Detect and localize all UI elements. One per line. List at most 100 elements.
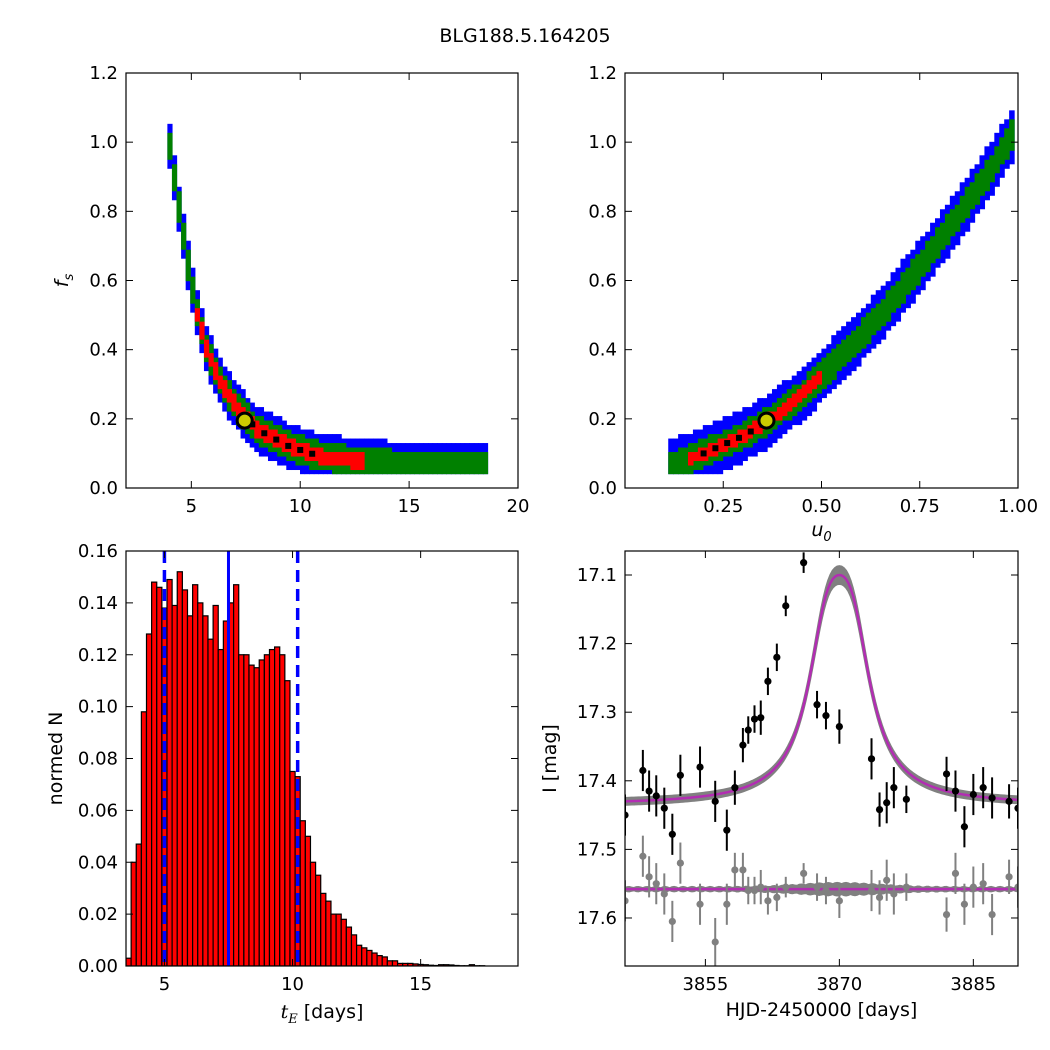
contour-cell	[304, 443, 310, 462]
contour-cell	[446, 452, 452, 475]
histogram-bar	[207, 638, 214, 966]
contour-cell	[707, 443, 714, 457]
x-tick-label: 1.00	[998, 496, 1038, 517]
histogram-bar	[376, 955, 383, 966]
y-tick-label: 17.5	[577, 839, 617, 860]
contour-outer	[668, 110, 1015, 475]
histogram-bar	[304, 835, 312, 966]
contour-cell	[368, 447, 374, 475]
density-core-cell	[261, 430, 268, 437]
axes-frame	[125, 72, 519, 489]
photometry-point	[711, 797, 719, 805]
residuals-point	[1014, 883, 1018, 891]
contour-cell	[414, 452, 420, 475]
contour-cell	[350, 452, 356, 471]
x-tick-label: 3885	[950, 974, 996, 995]
histogram-bar	[325, 900, 332, 966]
histogram-bar	[258, 659, 265, 966]
residuals-point	[639, 852, 647, 860]
photometry-point	[875, 806, 884, 814]
contour-cell	[441, 452, 447, 475]
contour-cell	[944, 213, 951, 246]
residuals-point	[883, 876, 891, 884]
y-tick-label: 0.00	[78, 956, 118, 977]
residuals-point	[764, 897, 772, 905]
residuals-point	[668, 917, 676, 926]
contour-cell	[359, 452, 365, 471]
histogram-bar	[279, 654, 286, 966]
contour-cell	[954, 204, 961, 232]
contour-cell	[821, 357, 827, 390]
contour-cell	[678, 447, 684, 475]
contour-cell	[910, 258, 916, 291]
residuals-point	[969, 883, 977, 891]
contour-cell	[332, 452, 338, 466]
histogram-bar	[263, 654, 271, 966]
photometry-point	[883, 799, 891, 807]
contour-cell	[801, 384, 808, 399]
contour-cell	[386, 447, 393, 475]
photometry-point	[813, 701, 821, 709]
contour-mid	[167, 132, 489, 475]
fs-vs-u0-panel: 0.25 0.50 0.75 1.00 0.0 0.2 0.4 0.6 0.8 1.0 1.2 u0	[588, 63, 1038, 545]
contour-cell	[860, 317, 867, 349]
x-axis-label: tE [days]	[281, 1001, 364, 1027]
contour-cell	[900, 272, 906, 304]
histogram-bar	[340, 918, 347, 966]
contour-cell	[267, 429, 274, 444]
residuals-point	[711, 938, 719, 946]
residuals-point	[813, 883, 821, 891]
photometry-point	[660, 804, 668, 812]
histogram-bar	[350, 934, 358, 966]
contour-cell	[692, 452, 699, 462]
residuals-point	[988, 910, 996, 919]
contour-cell	[811, 375, 818, 390]
model-curve	[625, 573, 1018, 803]
contour-cell	[364, 447, 370, 475]
histogram-bar	[171, 604, 178, 966]
contour-cell	[226, 389, 233, 403]
residuals-point	[782, 883, 790, 891]
te-histogram-panel: 5 10 15 0.00 0.02 0.04 0.06 0.08 0.10 0.12 0.14 0.1…	[45, 541, 519, 1027]
plot-area	[167, 123, 489, 475]
y-tick-label: 17.6	[577, 908, 617, 929]
contour-cell	[732, 434, 738, 448]
contour-cell	[190, 276, 196, 304]
density-core-cell	[285, 442, 292, 449]
contour-cell	[752, 420, 758, 435]
y-tick-label: 1.0	[89, 132, 118, 153]
histogram-bar	[371, 952, 378, 966]
histogram-bar	[274, 646, 281, 966]
x-axis-label-unit: [days]	[298, 1001, 364, 1023]
axes-frame	[624, 72, 1019, 489]
contour-cell	[181, 222, 187, 250]
contour-cell	[776, 407, 783, 421]
x-tick-label: 15	[409, 974, 432, 995]
contour-cell	[167, 132, 173, 160]
contour-cell	[391, 452, 397, 475]
histogram-bar	[284, 680, 291, 966]
contour-cell	[418, 452, 425, 475]
histogram-bar	[176, 571, 183, 966]
residuals-point	[1005, 873, 1013, 881]
residuals-point	[750, 886, 759, 895]
histogram-bar	[391, 960, 399, 966]
contour-cell	[816, 371, 822, 385]
histogram-bar	[366, 949, 373, 966]
y-tick-label: 0.14	[78, 593, 118, 614]
contour-cell	[687, 452, 694, 466]
residuals-point	[723, 900, 731, 908]
histogram-bar	[212, 604, 219, 966]
contour-cell	[313, 447, 319, 462]
x-tick-label: 5	[159, 974, 170, 995]
histogram-bar	[299, 820, 306, 966]
contour-cell	[791, 393, 798, 408]
histogram-bar	[140, 711, 148, 966]
contour-cell	[905, 267, 911, 295]
contour-cell	[336, 452, 342, 466]
contour-cell	[742, 429, 748, 444]
y-tick-label: 0.04	[78, 852, 118, 873]
contour-cell	[979, 168, 986, 196]
density-core-cell	[747, 428, 754, 435]
photometry-point	[942, 770, 951, 778]
